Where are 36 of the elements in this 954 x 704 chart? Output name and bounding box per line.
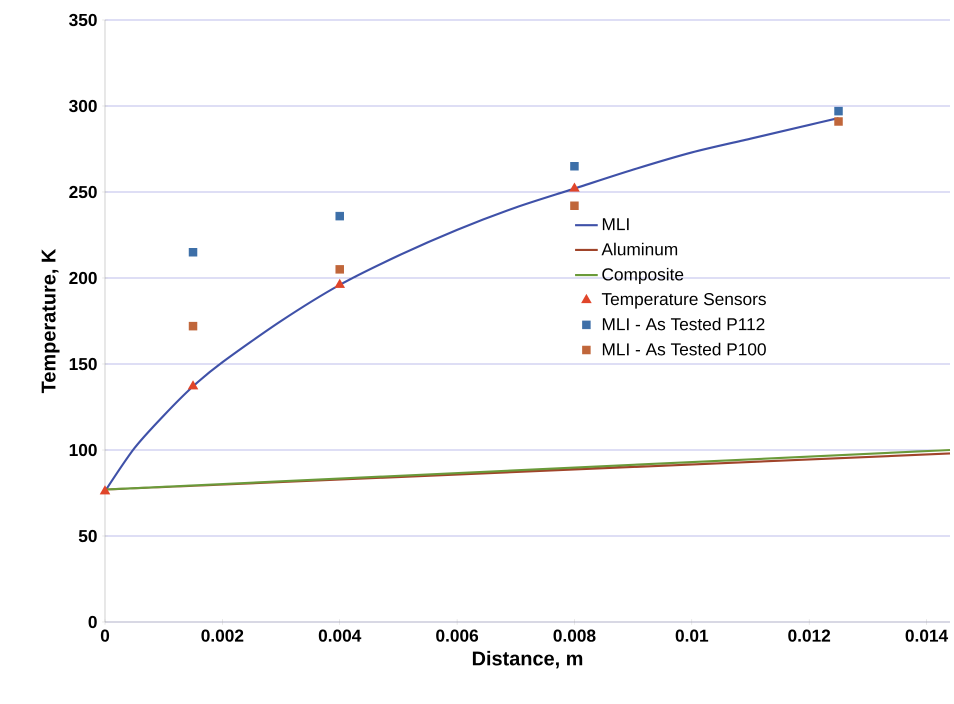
x-tick-label: 0.01 xyxy=(676,630,708,642)
point xyxy=(569,182,580,192)
y-tick-label: 200 xyxy=(69,272,97,284)
y-tick-label: 100 xyxy=(70,444,97,456)
legend-label: Temperature Sensors xyxy=(602,292,766,309)
point xyxy=(335,265,344,274)
x-tick-label: 0.006 xyxy=(436,630,478,642)
x-tick-label: 0 xyxy=(100,630,110,642)
point xyxy=(100,485,110,494)
y-tick-label: 150 xyxy=(70,358,97,370)
point xyxy=(188,380,198,390)
point xyxy=(334,279,345,288)
legend-label: MLI - As Tested P112 xyxy=(602,318,764,330)
legend-label: Aluminum xyxy=(602,242,678,256)
x-tick-label: 0.012 xyxy=(788,630,830,642)
point xyxy=(570,162,579,170)
y-tick-label: 250 xyxy=(69,186,97,198)
point xyxy=(188,248,198,256)
x-tick-label: 0.014 xyxy=(906,630,948,642)
x-tick-label: 0.002 xyxy=(201,630,244,642)
y-axis-title: Temperature, K xyxy=(42,248,60,394)
legend-label: MLI xyxy=(602,218,629,230)
point xyxy=(188,322,198,330)
y-tick-label: 350 xyxy=(69,14,97,26)
point xyxy=(570,202,579,210)
point xyxy=(834,117,843,126)
legend-label: Composite xyxy=(602,268,684,284)
point xyxy=(335,212,344,220)
y-tick-label: 300 xyxy=(69,100,97,112)
point xyxy=(834,106,843,116)
y-tick-label: 0 xyxy=(88,616,97,628)
x-axis-title: Distance, m xyxy=(472,650,582,668)
y-tick-label: 50 xyxy=(78,530,97,542)
x-tick-label: 0.004 xyxy=(318,630,362,642)
legend-label: MLI - As Tested P100 xyxy=(602,342,766,356)
x-tick-label: 0.008 xyxy=(554,630,596,642)
